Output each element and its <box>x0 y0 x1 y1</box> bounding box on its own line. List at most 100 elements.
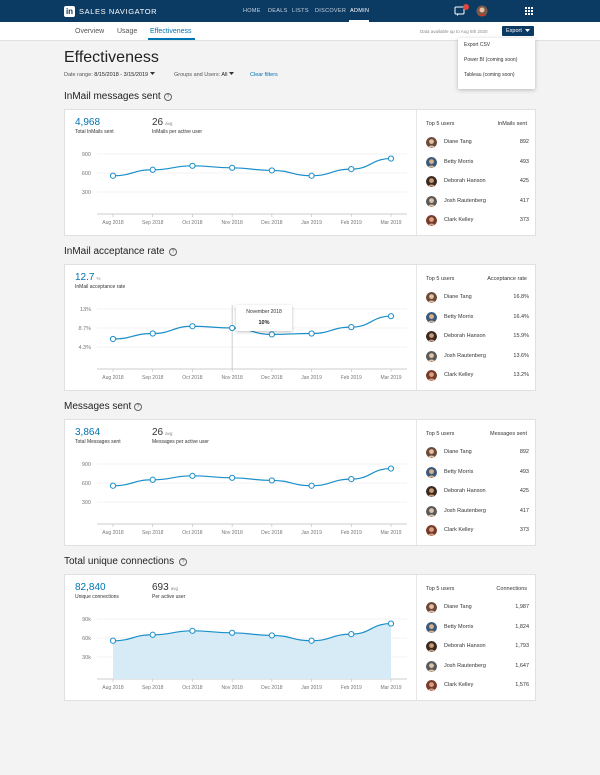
user-name[interactable]: Josh Rautenberg <box>444 507 486 514</box>
help-icon[interactable]: ? <box>164 93 172 101</box>
data-point[interactable] <box>229 629 236 636</box>
user-name[interactable]: Josh Rautenberg <box>444 197 486 204</box>
menu-export-csv[interactable]: Export CSV <box>464 42 491 48</box>
user-row[interactable]: Josh Rautenberg 417 <box>426 195 529 208</box>
data-point[interactable] <box>387 155 395 162</box>
data-point[interactable] <box>149 476 156 483</box>
user-row[interactable]: Clark Kelley 373 <box>426 215 529 227</box>
data-point[interactable] <box>387 465 395 472</box>
data-point[interactable] <box>109 482 117 489</box>
data-point[interactable] <box>189 323 196 330</box>
user-name[interactable]: Josh Rautenberg <box>444 352 486 359</box>
user-name[interactable]: Deborah Hanson <box>444 333 486 339</box>
menu-power-bi[interactable]: Power BI (coming soon) <box>464 57 518 63</box>
x-tick-label: Aug 2018 <box>102 530 124 536</box>
user-row[interactable]: Diane Tang 16.8% <box>426 292 529 304</box>
user-row[interactable]: Diane Tang 1,987 <box>426 602 529 614</box>
user-row[interactable]: Clark Kelley 373 <box>426 525 529 537</box>
user-row[interactable]: Deborah Hanson 425 <box>426 486 529 498</box>
data-point[interactable] <box>348 476 355 483</box>
help-icon[interactable]: ? <box>169 248 177 256</box>
total-messages-label: Total Messages sent <box>75 439 121 445</box>
tab-overview[interactable]: Overview <box>75 28 105 35</box>
date-range-filter[interactable]: Date range: 8/15/2018 - 3/15/2019 <box>64 72 155 79</box>
help-icon[interactable]: ? <box>134 403 142 411</box>
user-row[interactable]: Diane Tang 892 <box>426 137 529 149</box>
user-row[interactable]: Betty Morris 1,824 <box>426 621 529 634</box>
data-point[interactable] <box>308 330 315 337</box>
menu-tableau[interactable]: Tableau (coming soon) <box>464 72 515 78</box>
nav-discover[interactable]: DISCOVER <box>315 8 347 14</box>
user-name[interactable]: Clark Kelley <box>444 682 474 688</box>
data-point[interactable] <box>229 474 236 481</box>
data-point[interactable] <box>189 162 196 169</box>
data-point[interactable] <box>268 167 275 174</box>
user-row[interactable]: Betty Morris 493 <box>426 156 529 169</box>
user-row[interactable]: Josh Rautenberg 417 <box>426 505 529 518</box>
x-tick-label: Mar 2019 <box>380 685 401 691</box>
data-point[interactable] <box>348 631 355 638</box>
data-point[interactable] <box>149 166 156 173</box>
nav-admin[interactable]: ADMIN <box>350 8 370 14</box>
user-name[interactable]: Deborah Hanson <box>444 178 486 184</box>
user-row[interactable]: Clark Kelley 1,576 <box>426 680 529 692</box>
data-point[interactable] <box>189 472 196 479</box>
data-point[interactable] <box>348 166 355 173</box>
apps-grid-icon[interactable] <box>523 5 535 17</box>
user-name[interactable]: Diane Tang <box>444 449 472 455</box>
clear-filters-link[interactable]: Clear filters <box>250 72 278 78</box>
nav-lists[interactable]: LISTS <box>292 8 309 14</box>
avatar[interactable] <box>476 5 488 17</box>
data-point[interactable] <box>109 335 117 343</box>
data-point[interactable] <box>268 477 275 484</box>
user-name[interactable]: Deborah Hanson <box>444 488 486 494</box>
user-name[interactable]: Deborah Hanson <box>444 643 486 649</box>
data-point[interactable] <box>387 313 395 320</box>
user-row[interactable]: Deborah Hanson 425 <box>426 176 529 188</box>
active-tab-indicator <box>148 38 195 40</box>
data-point[interactable] <box>348 324 355 331</box>
data-point[interactable] <box>308 482 315 489</box>
data-point[interactable] <box>149 631 156 638</box>
user-name[interactable]: Clark Kelley <box>444 527 474 533</box>
data-point[interactable] <box>308 637 315 644</box>
nav-deals[interactable]: DEALS <box>268 8 288 14</box>
export-button[interactable]: Export <box>502 26 534 36</box>
user-row[interactable]: Diane Tang 892 <box>426 447 529 459</box>
user-row[interactable]: Deborah Hanson 15.9% <box>426 331 529 343</box>
data-point[interactable] <box>149 330 156 337</box>
tab-usage[interactable]: Usage <box>117 28 138 35</box>
user-name[interactable]: Diane Tang <box>444 604 472 610</box>
data-point[interactable] <box>229 164 236 171</box>
data-point[interactable] <box>268 632 275 639</box>
data-point[interactable] <box>109 637 117 644</box>
help-icon[interactable]: ? <box>179 558 187 566</box>
data-point[interactable] <box>308 172 315 179</box>
user-name[interactable]: Clark Kelley <box>444 217 474 223</box>
user-name[interactable]: Clark Kelley <box>444 372 474 378</box>
data-point[interactable] <box>268 331 275 338</box>
data-point[interactable] <box>189 627 196 634</box>
user-name[interactable]: Diane Tang <box>444 294 472 300</box>
user-row[interactable]: Josh Rautenberg 13.6% <box>426 350 529 363</box>
user-row[interactable]: Clark Kelley 13.2% <box>426 370 529 382</box>
groups-users-filter[interactable]: Groups and Users: All <box>174 72 235 79</box>
user-name[interactable]: Betty Morris <box>444 313 474 320</box>
data-point[interactable] <box>387 620 395 627</box>
user-name[interactable]: Betty Morris <box>444 623 474 630</box>
user-name[interactable]: Josh Rautenberg <box>444 662 486 669</box>
messages-icon[interactable] <box>454 5 466 17</box>
user-name[interactable]: Betty Morris <box>444 158 474 165</box>
user-row[interactable]: Deborah Hanson 1,793 <box>426 641 529 653</box>
user-name[interactable]: Diane Tang <box>444 139 472 145</box>
tab-effectiveness[interactable]: Effectiveness <box>150 28 192 35</box>
user-row[interactable]: Betty Morris 16.4% <box>426 311 529 324</box>
nav-home[interactable]: HOME <box>243 8 261 14</box>
user-row[interactable]: Josh Rautenberg 1,647 <box>426 660 529 673</box>
user-name[interactable]: Betty Morris <box>444 468 474 475</box>
connections-per-user-value: 693 avg <box>152 582 178 595</box>
user-row[interactable]: Betty Morris 493 <box>426 466 529 479</box>
linkedin-logo[interactable]: in <box>64 6 75 17</box>
data-point[interactable] <box>109 172 117 179</box>
data-point[interactable] <box>229 324 236 332</box>
